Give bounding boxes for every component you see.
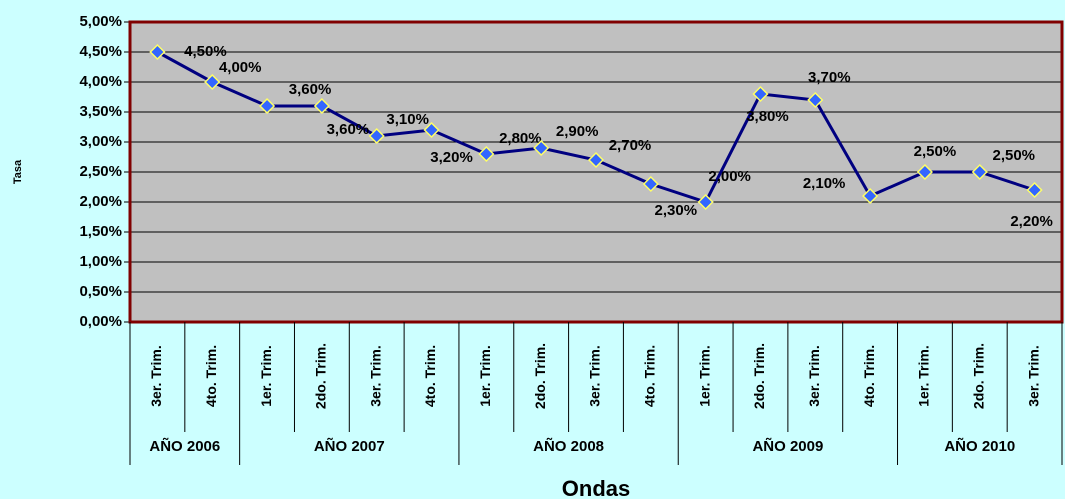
y-tick-label: 2,00% <box>79 193 122 210</box>
marker <box>1026 181 1043 199</box>
y-tick-label: 3,50% <box>79 103 122 120</box>
x-tick-label: 4to. Trim. <box>203 345 219 407</box>
data-label: 3,20% <box>430 149 473 166</box>
data-label: 2,10% <box>803 175 846 192</box>
marker <box>971 163 988 181</box>
marker <box>752 85 769 103</box>
x-tick-label: 1er. Trim. <box>258 345 274 406</box>
data-label: 3,10% <box>386 111 429 128</box>
group-label: AÑO 2009 <box>752 437 823 455</box>
marker <box>697 193 714 211</box>
y-tick-label: 4,50% <box>79 43 122 60</box>
y-tick-label: 1,00% <box>79 253 122 270</box>
x-axis-label: Ondas <box>562 476 630 499</box>
data-label: 4,50% <box>184 43 227 60</box>
x-tick-label: 1er. Trim. <box>477 345 493 406</box>
data-label: 2,70% <box>609 137 652 154</box>
group-label: AÑO 2008 <box>533 437 604 455</box>
marker <box>862 187 879 205</box>
group-label: AÑO 2007 <box>314 437 385 455</box>
x-tick-label: 2do. Trim. <box>532 343 548 409</box>
data-label: 2,50% <box>914 143 957 160</box>
x-tick-label: 1er. Trim. <box>916 345 932 406</box>
data-label: 2,20% <box>1010 213 1053 230</box>
data-label: 3,60% <box>289 81 332 98</box>
x-tick-label: 2do. Trim. <box>970 343 986 409</box>
y-tick-label: 0,00% <box>79 313 122 330</box>
data-label: 2,00% <box>708 168 751 185</box>
marker <box>478 145 495 163</box>
y-tick-label: 1,50% <box>79 223 122 240</box>
x-tick-label: 2do. Trim. <box>751 343 767 409</box>
x-tick-label: 4to. Trim. <box>861 345 877 407</box>
marker <box>587 151 605 169</box>
x-tick-label: 4to. Trim. <box>642 345 658 407</box>
plot-border <box>128 20 1064 324</box>
data-label: 2,90% <box>556 123 599 140</box>
y-tick-label: 5,00% <box>79 13 122 30</box>
x-tick-label: 4to. Trim. <box>422 345 438 407</box>
marker <box>533 139 550 157</box>
marker <box>204 73 221 91</box>
y-axis-label: Tasa <box>12 159 24 184</box>
marker <box>313 97 330 115</box>
group-label: AÑO 2010 <box>944 437 1015 455</box>
marker <box>149 43 166 61</box>
y-tick-label: 3,00% <box>79 133 122 150</box>
y-tick-label: 4,00% <box>79 73 122 90</box>
data-label: 2,30% <box>655 202 698 219</box>
marker <box>258 97 276 115</box>
group-label: AÑO 2006 <box>149 437 220 455</box>
x-tick-label: 2do. Trim. <box>313 343 329 409</box>
data-label: 2,50% <box>992 147 1035 164</box>
x-tick-label: 3er. Trim. <box>148 345 164 406</box>
data-label: 3,70% <box>808 69 851 86</box>
data-label: 2,80% <box>499 130 542 147</box>
marker <box>368 127 385 145</box>
marker <box>916 163 934 181</box>
data-label: 3,80% <box>746 108 789 125</box>
x-tick-label: 3er. Trim. <box>587 345 603 406</box>
y-tick-label: 2,50% <box>79 163 122 180</box>
x-tick-label: 1er. Trim. <box>696 345 712 406</box>
y-tick-label: 0,50% <box>79 283 122 300</box>
data-label: 4,00% <box>219 59 262 76</box>
marker <box>642 175 659 193</box>
x-tick-label: 3er. Trim. <box>1025 345 1041 406</box>
marker <box>807 91 824 109</box>
marker <box>423 121 440 139</box>
x-tick-label: 3er. Trim. <box>367 345 383 406</box>
x-tick-label: 3er. Trim. <box>806 345 822 406</box>
data-label: 3,60% <box>327 121 370 138</box>
